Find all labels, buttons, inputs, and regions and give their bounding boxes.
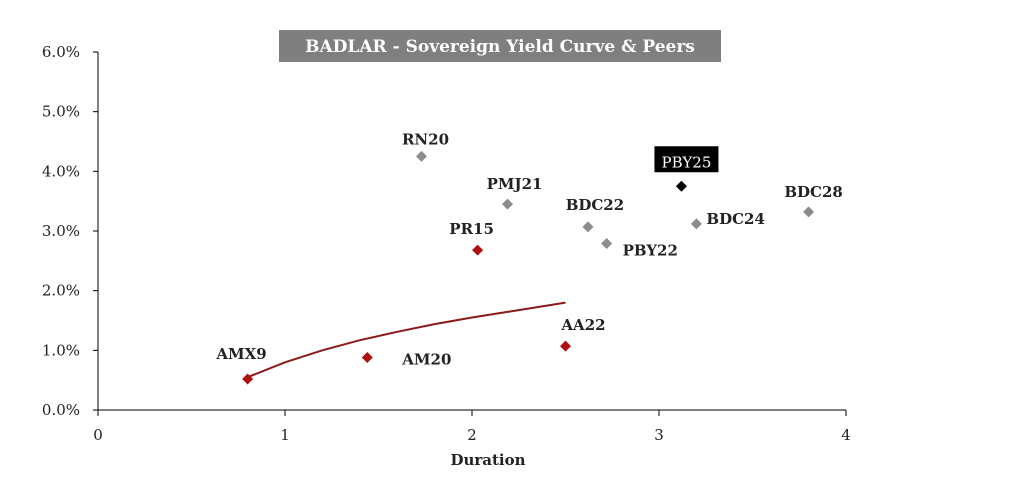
x-tick-label: 2 (467, 426, 477, 444)
x-tick-label: 4 (841, 426, 851, 444)
point-label-pmj21: PMJ21 (487, 175, 543, 193)
y-tick-label: 0.0% (42, 401, 80, 419)
y-tick-label: 3.0% (42, 222, 80, 240)
point-label-aa22: AA22 (560, 316, 605, 334)
data-point-pby22 (601, 238, 613, 250)
y-tick-label: 2.0% (42, 282, 80, 300)
data-point-pby25 (675, 180, 687, 192)
trendline-group (247, 301, 566, 379)
x-tick-label: 3 (654, 426, 664, 444)
point-label-pby25: PBY25 (662, 153, 712, 171)
point-labels: AMX9 AM20 PR15 AA22 RN20 PMJ21 BDC22 PBY22 BDC24… (215, 130, 842, 368)
point-label-bdc24: BDC24 (706, 210, 765, 228)
point-label-am20: AM20 (401, 350, 451, 368)
data-point-rn20 (416, 150, 428, 162)
point-label-bg-pby25 (654, 146, 719, 173)
point-label-rn20: RN20 (402, 130, 449, 148)
point-label-pr15: PR15 (449, 220, 494, 238)
x-tick-label: 1 (280, 426, 290, 444)
data-point-bdc28 (803, 206, 815, 218)
data-point-aa22 (560, 340, 571, 352)
data-point-amx9 (242, 373, 254, 385)
y-tick-label: 1.0% (42, 341, 80, 359)
data-point-am20 (361, 351, 373, 363)
data-point-pmj21 (502, 198, 514, 210)
y-tick-label: 6.0% (42, 43, 80, 61)
chart-title-background (279, 30, 721, 62)
point-label-bdc22: BDC22 (566, 196, 625, 214)
x-axis-title: Duration (450, 451, 525, 469)
data-point-bdc22 (582, 221, 594, 233)
point-label-pby22: PBY22 (623, 242, 678, 260)
point-label-amx9: AMX9 (215, 345, 266, 363)
point-label-bdc28: BDC28 (784, 183, 843, 201)
data-points (242, 150, 815, 385)
axes: 0.0% 1.0% 2.0% 3.0% 4.0% 5.0% 6.0% 0 1 2 3 4 (42, 43, 851, 444)
chart-title: BADLAR - Sovereign Yield Curve & Peers (305, 37, 695, 57)
data-point-bdc24 (690, 218, 702, 230)
y-tick-label: 4.0% (42, 162, 80, 180)
y-tick-label: 5.0% (42, 103, 80, 121)
trendline (247, 301, 566, 379)
data-point-pr15 (472, 244, 484, 256)
x-tick-label: 0 (93, 426, 103, 444)
